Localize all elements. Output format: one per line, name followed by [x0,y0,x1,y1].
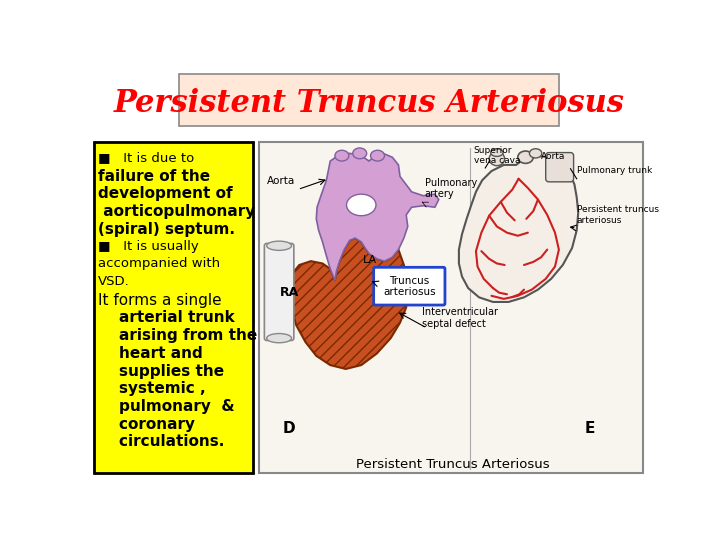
Text: arterial trunk: arterial trunk [98,310,235,326]
Polygon shape [316,153,438,280]
Text: development of: development of [98,186,233,201]
Ellipse shape [529,148,542,158]
Text: arising from the: arising from the [98,328,257,343]
Text: failure of the: failure of the [98,168,210,184]
FancyBboxPatch shape [179,74,559,126]
Ellipse shape [266,334,292,343]
FancyBboxPatch shape [94,142,253,473]
Polygon shape [459,156,578,302]
Ellipse shape [335,150,349,161]
Polygon shape [289,238,408,369]
Text: RA: RA [280,286,299,299]
Text: ■   It is due to: ■ It is due to [98,151,194,164]
Text: ■   It is usually: ■ It is usually [98,240,199,253]
Text: Superior
vena cava: Superior vena cava [474,146,520,165]
Text: Persistent Truncus Arteriosus: Persistent Truncus Arteriosus [356,457,549,470]
Text: It forms a single: It forms a single [98,293,221,308]
Ellipse shape [490,148,503,157]
Ellipse shape [353,148,366,159]
Text: Pulmonary trunk: Pulmonary trunk [577,166,652,174]
Text: VSD.: VSD. [98,275,130,288]
Ellipse shape [489,152,505,166]
Ellipse shape [371,150,384,161]
Ellipse shape [518,151,534,164]
FancyBboxPatch shape [374,267,445,305]
Text: pulmonary  &: pulmonary & [98,399,235,414]
Text: Pulmonary
artery: Pulmonary artery [425,178,477,199]
FancyBboxPatch shape [264,244,294,340]
Text: Persistent Truncus Arteriosus: Persistent Truncus Arteriosus [114,88,624,119]
Text: E: E [585,421,595,436]
Text: (spiral) septum.: (spiral) septum. [98,222,235,237]
Text: supplies the: supplies the [98,363,224,379]
Text: Persistent truncus
arteriosus: Persistent truncus arteriosus [577,205,659,225]
Text: coronary: coronary [98,417,194,431]
Text: aorticopulmonary: aorticopulmonary [98,204,255,219]
FancyBboxPatch shape [546,153,574,182]
Text: Aorta: Aorta [266,176,295,186]
Ellipse shape [346,194,376,215]
FancyBboxPatch shape [259,142,642,473]
Text: D: D [282,421,294,436]
Text: Truncus
arteriosus: Truncus arteriosus [383,276,436,298]
Text: LA: LA [363,255,377,266]
Text: circulations.: circulations. [98,434,224,449]
Text: accompanied with: accompanied with [98,257,220,271]
Text: Interventricular
septal defect: Interventricular septal defect [422,307,498,329]
Text: heart and: heart and [98,346,202,361]
Ellipse shape [266,241,292,251]
Text: systemic ,: systemic , [98,381,205,396]
Text: Aorta: Aorta [541,152,565,161]
